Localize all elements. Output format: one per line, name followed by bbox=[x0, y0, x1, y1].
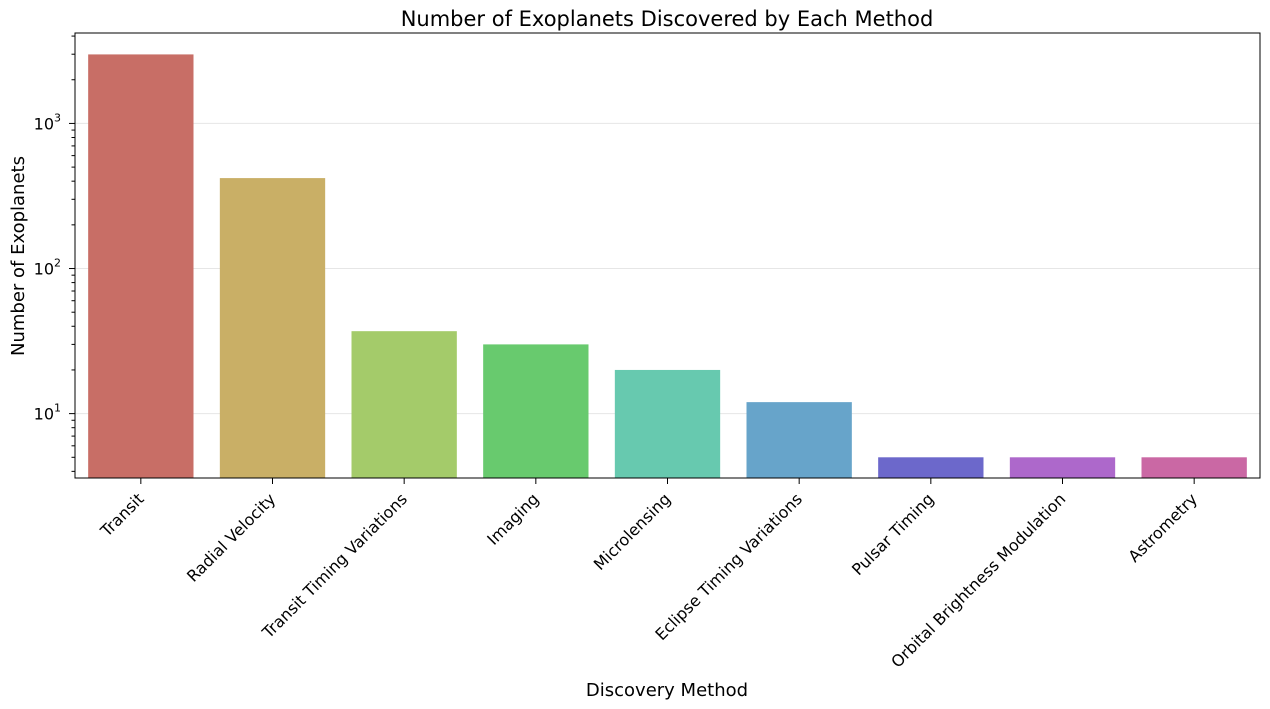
x-tick-label: Radial Velocity bbox=[183, 489, 279, 585]
x-axis-label: Discovery Method bbox=[586, 680, 748, 701]
x-tick-label: Transit bbox=[96, 489, 148, 541]
bar-microlensing bbox=[614, 369, 721, 478]
plot-frame bbox=[74, 32, 1261, 479]
bar-pulsar-timing bbox=[878, 457, 984, 478]
x-tick-label: Pulsar Timing bbox=[848, 489, 938, 579]
x-tick-label: Microlensing bbox=[590, 489, 675, 574]
y-tick-label: 103 bbox=[34, 111, 61, 133]
bar-transit bbox=[88, 54, 194, 479]
bar-imaging bbox=[483, 344, 589, 478]
chart-title: Number of Exoplanets Discovered by Each … bbox=[401, 7, 934, 31]
bar-transit-timing-variations bbox=[351, 331, 457, 478]
y-tick-label: 101 bbox=[34, 402, 61, 424]
bar-eclipse-timing-variations bbox=[746, 402, 852, 478]
x-tick-label: Astrometry bbox=[1124, 489, 1201, 566]
x-tick-label: Imaging bbox=[483, 489, 542, 548]
bars bbox=[88, 54, 1247, 479]
x-tick-label: Eclipse Timing Variations bbox=[651, 489, 806, 644]
bar-astrometry bbox=[1141, 457, 1247, 478]
bar-radial-velocity bbox=[219, 178, 326, 478]
y-axis-label: Number of Exoplanets bbox=[8, 156, 29, 356]
x-tick-label: Transit Timing Variations bbox=[258, 489, 411, 642]
bar-orbital-brightness-modulation bbox=[1009, 457, 1116, 478]
y-tick-label: 102 bbox=[34, 257, 61, 279]
